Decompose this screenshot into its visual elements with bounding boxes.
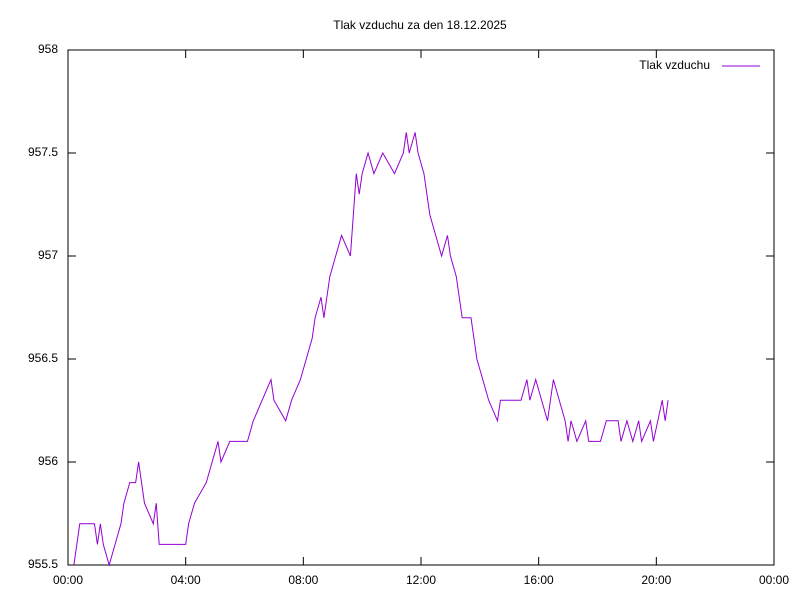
x-tick-label: 16:00 xyxy=(524,573,554,587)
y-tick-label: 956.5 xyxy=(28,351,58,365)
x-tick-label: 04:00 xyxy=(171,573,201,587)
plot-frame xyxy=(67,49,775,566)
y-tick-label: 956 xyxy=(38,454,58,468)
x-tick-label: 00:00 xyxy=(53,573,83,587)
x-tick-label: 12:00 xyxy=(406,573,436,587)
y-tick-label: 957.5 xyxy=(28,145,58,159)
x-tick-label: 00:00 xyxy=(759,573,789,587)
chart-title: Tlak vzduchu za den 18.12.2025 xyxy=(333,18,507,32)
y-tick-label: 958 xyxy=(38,42,58,56)
y-tick-label: 955.5 xyxy=(28,557,58,571)
legend-label: Tlak vzduchu xyxy=(639,58,710,72)
x-tick-label: 20:00 xyxy=(641,573,671,587)
y-tick-label: 957 xyxy=(38,248,58,262)
data-line xyxy=(73,132,669,567)
x-tick-label: 08:00 xyxy=(288,573,318,587)
